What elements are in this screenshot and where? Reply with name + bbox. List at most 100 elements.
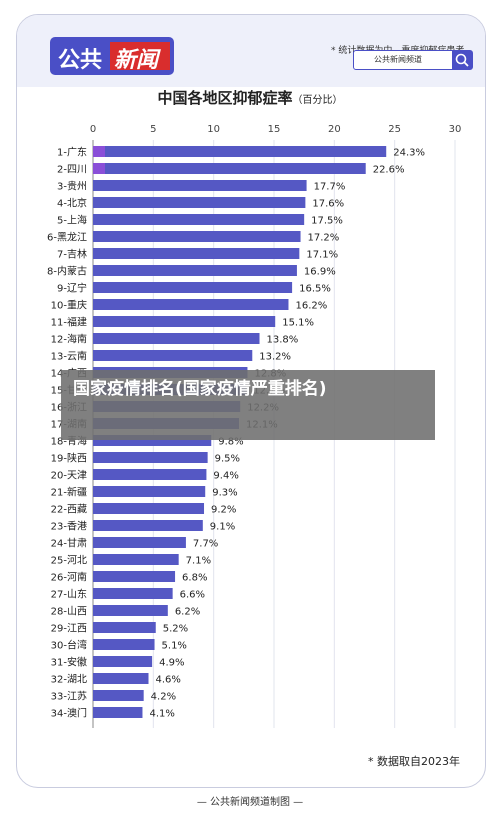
bar (93, 639, 155, 650)
category-label: 30-台湾 (51, 639, 87, 652)
value-label: 9.1% (210, 522, 235, 533)
bar (93, 180, 307, 191)
bar (93, 197, 306, 208)
bar (93, 350, 253, 361)
category-label: 22-西藏 (51, 504, 87, 516)
value-label: 17.5% (311, 216, 343, 227)
bar (93, 163, 366, 174)
bar (93, 435, 212, 446)
search-bar[interactable]: 公共新闻频道 (353, 50, 473, 70)
value-label: 4.1% (149, 709, 174, 720)
value-label: 4.9% (159, 658, 184, 669)
category-label: 3-贵州 (57, 180, 87, 193)
overlay-caption: 国家疫情排名(国家疫情严重排名) (73, 379, 327, 399)
value-label: 4.2% (151, 692, 176, 703)
bar (93, 588, 173, 599)
category-label: 28-山西 (51, 606, 87, 618)
value-label: 24.3% (393, 148, 425, 159)
value-label: 5.1% (162, 641, 187, 652)
brand-logo: 公共 新闻 (50, 37, 220, 81)
category-label: 19-陕西 (51, 452, 87, 465)
value-label: 9.2% (211, 505, 236, 516)
category-label: 11-福建 (51, 316, 87, 329)
bar-accent (93, 163, 105, 174)
brand-name-part1: 公共 (58, 48, 103, 73)
category-label: 31-安徽 (51, 656, 87, 669)
chart-title-text: 中国各地区抑郁症率 (157, 89, 293, 107)
bar (93, 554, 179, 565)
value-label: 9.3% (212, 488, 237, 499)
category-label: 34-澳门 (51, 707, 87, 720)
x-tick-label: 30 (449, 124, 462, 135)
chart-title: 中国各地区抑郁症率（百分比） (0, 87, 500, 108)
value-label: 6.2% (175, 607, 200, 618)
bar (93, 707, 143, 718)
category-label: 8-内蒙古 (47, 265, 87, 278)
value-label: 7.7% (193, 539, 218, 550)
value-label: 16.9% (304, 267, 336, 278)
search-button[interactable] (452, 51, 472, 69)
x-tick-label: 0 (90, 124, 96, 135)
value-label: 13.2% (259, 352, 291, 363)
value-label: 22.6% (373, 165, 405, 176)
x-tick-label: 20 (328, 124, 341, 135)
category-label: 29-江西 (51, 623, 87, 635)
bar (93, 248, 300, 259)
category-label: 21-新疆 (51, 486, 87, 499)
search-text: 公共新闻频道 (374, 55, 422, 64)
category-label: 6-黑龙江 (47, 231, 87, 244)
bar (93, 690, 144, 701)
footer-credit: — 公共新闻频道制图 — (196, 797, 304, 808)
category-label: 20-天津 (51, 470, 87, 482)
category-label: 2-四川 (57, 165, 87, 176)
value-label: 15.1% (282, 318, 314, 329)
bar (93, 537, 186, 548)
chart-unit: （百分比） (292, 95, 343, 106)
value-label: 9.4% (213, 471, 238, 482)
value-label: 7.1% (186, 556, 211, 567)
value-label: 17.1% (306, 250, 338, 261)
bar (93, 503, 205, 514)
caption-overlay: 国家疫情排名(国家疫情严重排名) (61, 370, 435, 440)
value-label: 16.2% (295, 301, 327, 312)
value-label: 13.8% (267, 335, 299, 346)
category-label: 10-重庆 (51, 299, 87, 312)
bar (93, 622, 156, 633)
bar (93, 656, 153, 667)
category-label: 23-香港 (51, 521, 87, 533)
value-label: 6.6% (180, 590, 205, 601)
bar (93, 571, 176, 582)
bar (93, 316, 276, 327)
bar (93, 265, 297, 276)
x-tick-label: 25 (388, 124, 401, 135)
value-label: 5.2% (163, 624, 188, 635)
search-icon (455, 53, 469, 67)
bar-accent (93, 146, 105, 157)
x-tick-label: 15 (268, 124, 281, 135)
brand-name-part2: 新闻 (114, 48, 159, 73)
logo-box-red (110, 42, 170, 70)
x-tick-label: 5 (150, 124, 156, 135)
category-label: 26-河南 (51, 571, 87, 584)
bar (93, 605, 168, 616)
bar (93, 333, 260, 344)
category-label: 13-云南 (51, 350, 87, 363)
value-label: 17.2% (308, 233, 340, 244)
category-label: 25-河北 (51, 555, 87, 567)
category-label: 7-吉林 (57, 248, 87, 261)
source-note: * 数据取自2023年 (368, 755, 460, 768)
bar (93, 469, 207, 480)
bar (93, 282, 293, 293)
bar (93, 673, 149, 684)
value-label: 9.5% (215, 454, 240, 465)
value-label: 6.8% (182, 573, 207, 584)
category-label: 27-山东 (51, 588, 87, 601)
bar (93, 520, 203, 531)
value-label: 17.7% (314, 182, 346, 193)
category-label: 9-辽宁 (57, 282, 87, 295)
value-label: 17.6% (312, 199, 344, 210)
bar (93, 146, 387, 157)
bar (93, 299, 289, 310)
category-label: 12-海南 (51, 333, 87, 346)
x-tick-label: 10 (207, 124, 220, 135)
